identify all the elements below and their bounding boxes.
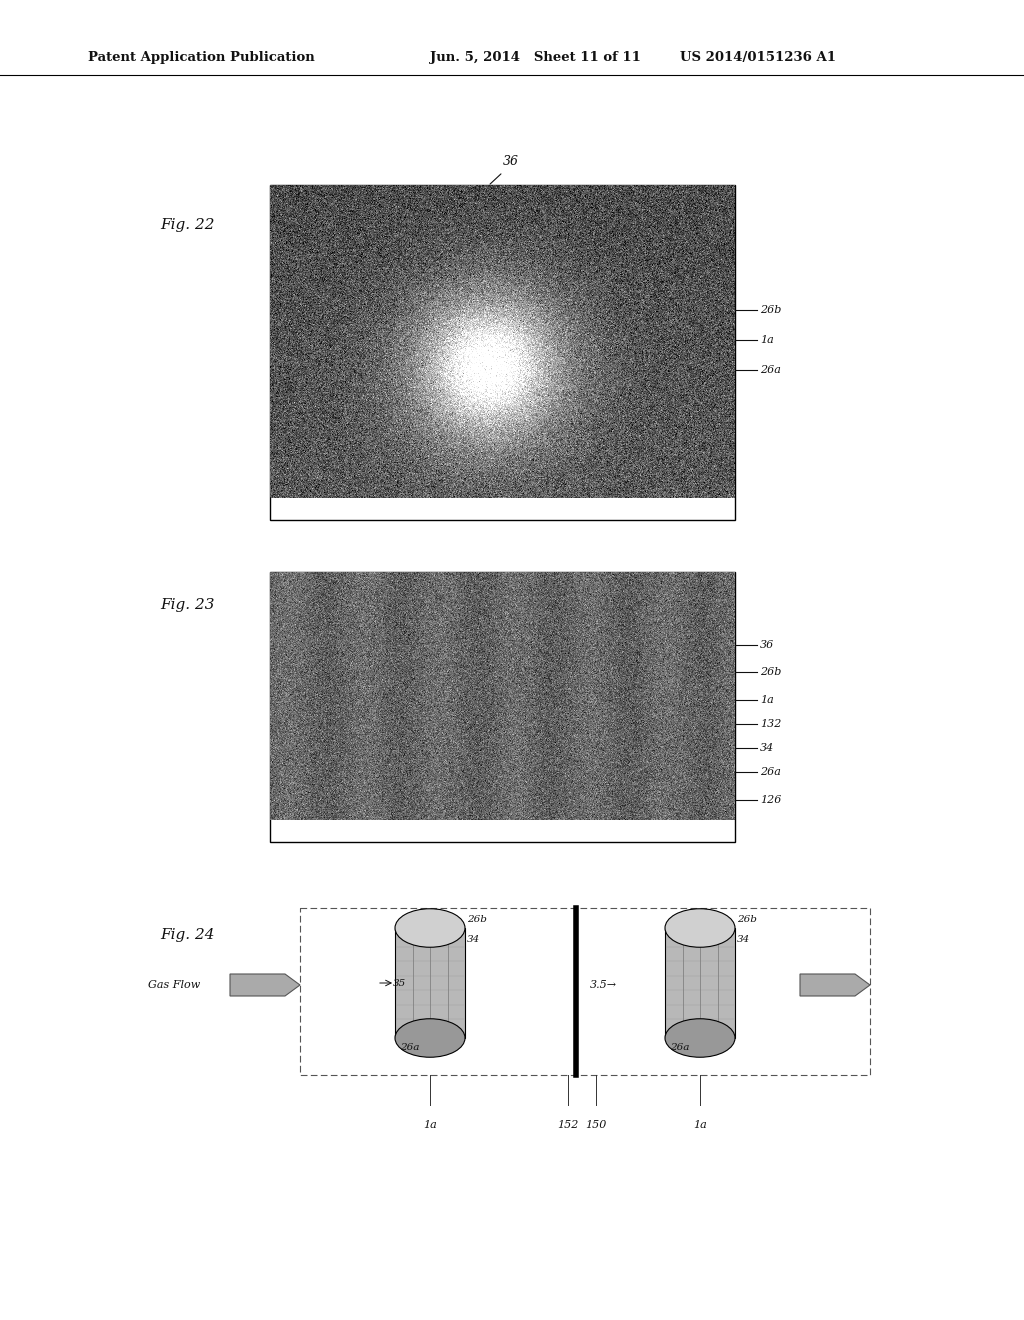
Text: 126: 126 xyxy=(760,795,781,805)
Text: 1a: 1a xyxy=(760,335,774,345)
Ellipse shape xyxy=(395,908,465,948)
Text: 34: 34 xyxy=(737,936,751,945)
Text: 132: 132 xyxy=(760,719,781,729)
Text: Gas Flow: Gas Flow xyxy=(148,979,201,990)
Text: 1a: 1a xyxy=(693,1119,707,1130)
Text: Patent Application Publication: Patent Application Publication xyxy=(88,51,314,65)
Text: 26a: 26a xyxy=(760,767,781,777)
Text: 150: 150 xyxy=(586,1119,606,1130)
Ellipse shape xyxy=(665,1019,735,1057)
Text: 3.5→: 3.5→ xyxy=(590,979,617,990)
Text: 26b: 26b xyxy=(760,667,781,677)
Text: MFR      SE  SEM  SEI   15.0kV   X1,100  WD 14.0mm   10μm: MFR SE SEM SEI 15.0kV X1,100 WD 14.0mm 1… xyxy=(389,826,615,836)
Text: 26a: 26a xyxy=(670,1044,689,1052)
FancyArrow shape xyxy=(800,974,870,997)
Ellipse shape xyxy=(665,908,735,948)
Text: 36: 36 xyxy=(760,640,774,649)
Text: Fig. 23: Fig. 23 xyxy=(160,598,214,612)
FancyArrow shape xyxy=(230,974,300,997)
Text: 34: 34 xyxy=(760,743,774,752)
Text: 36: 36 xyxy=(503,154,519,168)
Text: 1a: 1a xyxy=(423,1119,437,1130)
Text: 26a: 26a xyxy=(760,366,781,375)
Text: Fig. 24: Fig. 24 xyxy=(160,928,214,942)
Text: 26b: 26b xyxy=(737,916,757,924)
Text: 26a: 26a xyxy=(400,1044,420,1052)
Text: 34: 34 xyxy=(467,936,480,945)
Text: 26b: 26b xyxy=(760,305,781,315)
Bar xyxy=(270,572,735,842)
Bar xyxy=(665,928,735,1038)
Bar xyxy=(270,185,735,520)
Text: Jun. 5, 2014   Sheet 11 of 11: Jun. 5, 2014 Sheet 11 of 11 xyxy=(430,51,641,65)
Bar xyxy=(395,928,465,1038)
Ellipse shape xyxy=(395,1019,465,1057)
Text: US 2014/0151236 A1: US 2014/0151236 A1 xyxy=(680,51,836,65)
Text: Fig. 22: Fig. 22 xyxy=(160,218,214,232)
Text: 1a: 1a xyxy=(760,696,774,705)
Text: MFR      SE  SEM  SEI   15.0kV   X850  WD 6.5mm   10μm: MFR SE SEM SEI 15.0kV X850 WD 6.5mm 10μm xyxy=(395,504,609,513)
Text: 26b: 26b xyxy=(467,916,486,924)
Text: 152: 152 xyxy=(557,1119,579,1130)
Bar xyxy=(300,908,870,1074)
Text: 35: 35 xyxy=(393,978,407,987)
